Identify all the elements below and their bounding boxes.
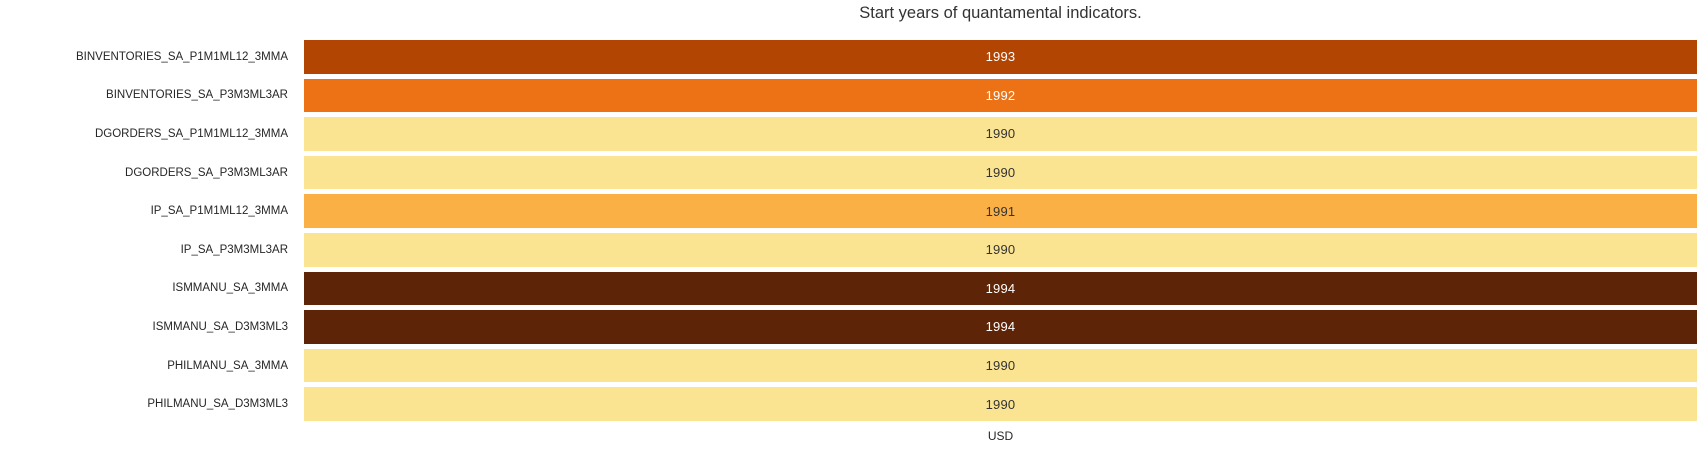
row-label: BINVENTORIES_SA_P3M3ML3AR: [106, 89, 288, 102]
cell-value: 1990: [985, 165, 1016, 181]
heatmap-cell: 1994: [304, 310, 1697, 344]
row-label: PHILMANU_SA_D3M3ML3: [147, 398, 288, 411]
row-label: IP_SA_P1M1ML12_3MMA: [150, 205, 288, 218]
cell-value: 1990: [985, 358, 1016, 374]
cell-value: 1990: [985, 396, 1016, 412]
cell-value: 1990: [985, 126, 1016, 142]
heatmap-cell: 1992: [304, 78, 1697, 113]
cell-value: 1994: [985, 319, 1016, 335]
row-label: DGORDERS_SA_P3M3ML3AR: [125, 166, 288, 179]
cell-value: 1994: [985, 280, 1016, 296]
cell-value: 1993: [985, 49, 1016, 65]
cell-value: 1991: [985, 203, 1016, 219]
heatmap-cell: 1990: [304, 117, 1697, 151]
heatmap-cell: 1990: [304, 387, 1697, 421]
heatmap-cell: 1990: [304, 232, 1697, 267]
row-label: ISMMANU_SA_3MMA: [172, 282, 288, 295]
row-label: PHILMANU_SA_3MMA: [167, 359, 288, 372]
row-label: ISMMANU_SA_D3M3ML3: [152, 320, 288, 333]
chart-title: Start years of quantamental indicators.: [859, 4, 1142, 22]
plot-area: 1993 1992 1990 1990 1991 1990 1994 1994 1990 1990: [304, 40, 1697, 421]
cell-value: 1990: [985, 242, 1016, 258]
heatmap-cell: 1993: [304, 40, 1697, 74]
row-label: IP_SA_P3M3ML3AR: [180, 243, 288, 256]
x-axis-label: USD: [987, 429, 1014, 443]
heatmap-cell: 1991: [304, 194, 1697, 228]
heatmap-cell: 1994: [304, 271, 1697, 306]
row-label: BINVENTORIES_SA_P1M1ML12_3MMA: [76, 50, 288, 63]
heatmap-cell: 1990: [304, 155, 1697, 190]
row-label: DGORDERS_SA_P1M1ML12_3MMA: [94, 127, 288, 140]
cell-value: 1992: [985, 87, 1016, 103]
heatmap-cell: 1990: [304, 348, 1697, 383]
y-axis-labels: BINVENTORIES_SA_P1M1ML12_3MMA BINVENTORIE…: [0, 40, 288, 421]
